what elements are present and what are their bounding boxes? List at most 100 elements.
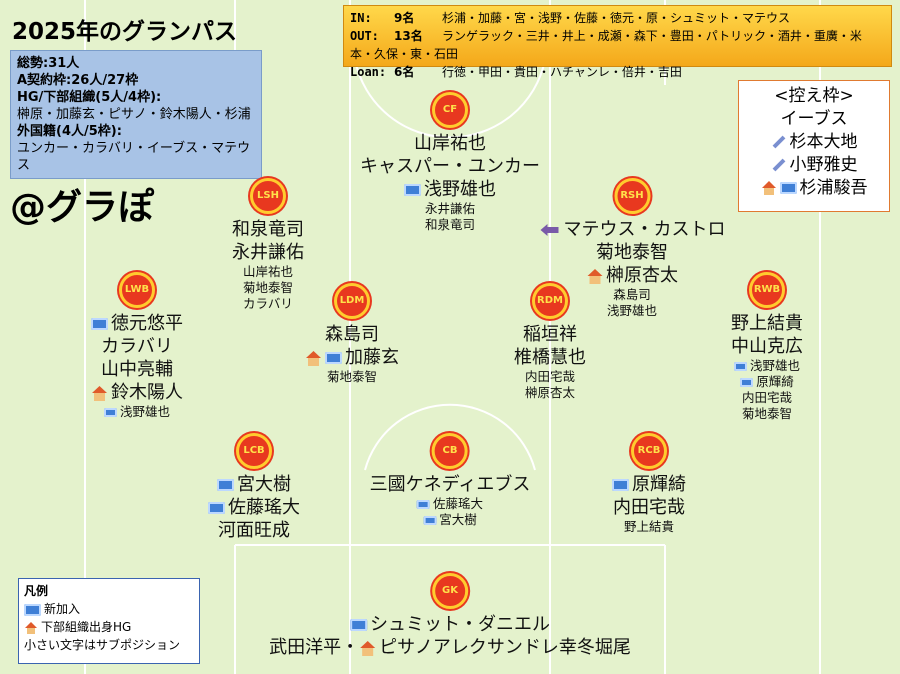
summary: 総勢:31人 A契約枠:26人/27枠 HG/下部組織(5人/4枠): 榊原・加… bbox=[10, 50, 262, 179]
sub-player-row: カラバリ bbox=[232, 296, 304, 312]
player-row: 森島司 bbox=[305, 323, 399, 346]
player-row: 三國ケネディエブス bbox=[370, 473, 531, 496]
player-name: 鈴木陽人 bbox=[111, 382, 183, 403]
new-icon bbox=[779, 182, 797, 194]
new-icon bbox=[208, 502, 225, 514]
summary-line: 外国籍(4人/5枠): bbox=[17, 124, 122, 139]
player-name: 佐藤瑤大 bbox=[228, 497, 300, 518]
position: CF 山岸祐也 キャスパー・ユンカー 浅野雄也 永井謙佑 和泉竜司 bbox=[360, 92, 540, 233]
player-row: 佐藤瑤大 bbox=[208, 496, 300, 519]
player-name: 三國ケネディエブス bbox=[369, 474, 531, 495]
sub-player-row: 菊地泰智 bbox=[731, 406, 803, 422]
sub-player-row: 山岸祐也 bbox=[232, 264, 304, 280]
reserve-row: 杉浦駿吾 bbox=[739, 177, 889, 200]
sub-player-row: 菊地泰智 bbox=[232, 280, 304, 296]
player-row: 武田洋平・ ピサノアレクサンドレ幸冬堀尾 bbox=[269, 636, 631, 659]
sub-player-name: 和泉竜司 bbox=[424, 217, 475, 232]
position-badge: LSH bbox=[250, 178, 286, 214]
transfer-label: Loan: bbox=[350, 65, 387, 79]
position: RSH マテウス・カストロ 菊地泰智 榊原杏太 森島司 浅野雄也 bbox=[539, 178, 726, 319]
player-row: 永井謙佑 bbox=[232, 241, 304, 264]
player-name: 稲垣祥 bbox=[523, 324, 577, 345]
home-icon bbox=[306, 350, 321, 366]
sub-player-name: 浅野雄也 bbox=[119, 404, 170, 419]
reserve-row: 小野雅史 bbox=[739, 154, 889, 177]
sub-player-row: 佐藤瑤大 bbox=[370, 496, 531, 512]
new-icon bbox=[91, 318, 108, 330]
player-row: 菊地泰智 bbox=[539, 241, 726, 264]
home-icon bbox=[25, 621, 37, 634]
summary-line: ユンカー・カラバリ・イーブス・マテウス bbox=[17, 141, 251, 173]
position: RWB 野上結貴 中山克広 浅野雄也 原輝綺 内田宅哉 菊地泰智 bbox=[731, 272, 803, 422]
player-name: シュミット・ダニエル bbox=[369, 614, 550, 635]
new-icon bbox=[416, 500, 430, 509]
player-row: 鈴木陽人 bbox=[91, 381, 183, 404]
player-name: 野上結貴 bbox=[731, 313, 803, 334]
sub-player-row: 浅野雄也 bbox=[731, 358, 803, 374]
reserve-player: 杉浦駿吾 bbox=[799, 178, 868, 198]
reserve-player: 杉本大地 bbox=[789, 132, 858, 152]
legend-item: 新加入 bbox=[44, 602, 81, 616]
sub-player-name: カラバリ bbox=[243, 296, 293, 311]
sub-player-row: 森島司 bbox=[539, 287, 726, 303]
injury-icon bbox=[772, 158, 785, 172]
player-row: 徳元悠平 bbox=[91, 312, 183, 335]
position-badge: RWB bbox=[749, 272, 785, 308]
sub-player-name: 菊地泰智 bbox=[741, 406, 792, 421]
new-icon bbox=[733, 362, 747, 371]
home-icon bbox=[92, 385, 107, 401]
player-row: 榊原杏太 bbox=[539, 264, 726, 287]
position-badge: RCB bbox=[631, 433, 667, 469]
transfer-label: IN: bbox=[350, 11, 372, 25]
player-name: 中山克広 bbox=[731, 336, 803, 357]
player-row: 加藤玄 bbox=[305, 346, 399, 369]
new-icon bbox=[217, 479, 234, 491]
transfer-label: OUT: bbox=[350, 29, 379, 43]
player-name: 武田洋平・ bbox=[269, 637, 360, 658]
sub-player-name: 榊原杏太 bbox=[524, 385, 575, 400]
legend-title: 凡例 bbox=[24, 584, 49, 598]
transfer-count: 13名 bbox=[394, 29, 423, 43]
player-name: 山岸祐也 bbox=[414, 133, 486, 154]
home-icon bbox=[360, 640, 376, 656]
player-row: カラバリ bbox=[91, 335, 183, 358]
new-icon bbox=[404, 184, 421, 196]
summary-line: 総勢:31人 bbox=[17, 56, 80, 71]
position-badge: LCB bbox=[236, 433, 272, 469]
sub-player-name: 宮大樹 bbox=[439, 512, 477, 527]
player-row: 原輝綺 bbox=[612, 473, 686, 496]
new-icon bbox=[740, 378, 754, 387]
position: GK シュミット・ダニエル 武田洋平・ ピサノアレクサンドレ幸冬堀尾 bbox=[269, 573, 631, 659]
handle: @グラぽ bbox=[10, 187, 155, 228]
back-icon bbox=[540, 223, 559, 236]
sub-player-row: 野上結貴 bbox=[612, 519, 686, 535]
sub-player-name: 浅野雄也 bbox=[749, 358, 800, 373]
legend: 凡例 新加入 下部組織出身HG 小さい文字はサブポジション bbox=[18, 578, 200, 664]
player-name: 菊地泰智 bbox=[596, 242, 668, 263]
transfer-names: 杉浦・加藤・宮・浅野・佐藤・徳元・原・シュミット・マテウス bbox=[442, 11, 791, 25]
new-icon bbox=[103, 408, 117, 417]
legend-item: 下部組織出身HG bbox=[41, 620, 132, 634]
player-row: 宮大樹 bbox=[208, 473, 300, 496]
position-badge: CF bbox=[432, 92, 468, 128]
new-icon bbox=[423, 516, 437, 525]
transfers: IN: 9名 杉浦・加藤・宮・浅野・佐藤・徳元・原・シュミット・マテウス OUT: 1… bbox=[343, 5, 892, 79]
sub-player-row: 原輝綺 bbox=[731, 374, 803, 390]
player-row: 河面旺成 bbox=[208, 519, 300, 542]
reserve-row: 杉本大地 bbox=[739, 131, 889, 154]
sub-player-name: 山岸祐也 bbox=[242, 264, 293, 279]
sub-player-name: 森島司 bbox=[613, 287, 651, 302]
player-name: 浅野雄也 bbox=[424, 179, 496, 200]
sub-player-name: 菊地泰智 bbox=[242, 280, 293, 295]
player-name: 山中亮輔 bbox=[101, 359, 173, 380]
new-icon bbox=[612, 479, 629, 491]
transfer-count: 9名 bbox=[394, 11, 415, 25]
sub-player-name: 野上結貴 bbox=[623, 519, 674, 534]
position: LSH 和泉竜司 永井謙佑 山岸祐也 菊地泰智 カラバリ bbox=[232, 178, 304, 312]
position: RCB 原輝綺 内田宅哉 野上結貴 bbox=[612, 433, 686, 535]
player-name: 和泉竜司 bbox=[232, 219, 304, 240]
player-row: 山岸祐也 bbox=[360, 132, 540, 155]
position: RDM 稲垣祥 椎橋慧也 内田宅哉 榊原杏太 bbox=[514, 283, 586, 401]
transfer-row: IN: 9名 杉浦・加藤・宮・浅野・佐藤・徳元・原・シュミット・マテウス bbox=[350, 9, 885, 27]
player-row: 浅野雄也 bbox=[360, 178, 540, 201]
